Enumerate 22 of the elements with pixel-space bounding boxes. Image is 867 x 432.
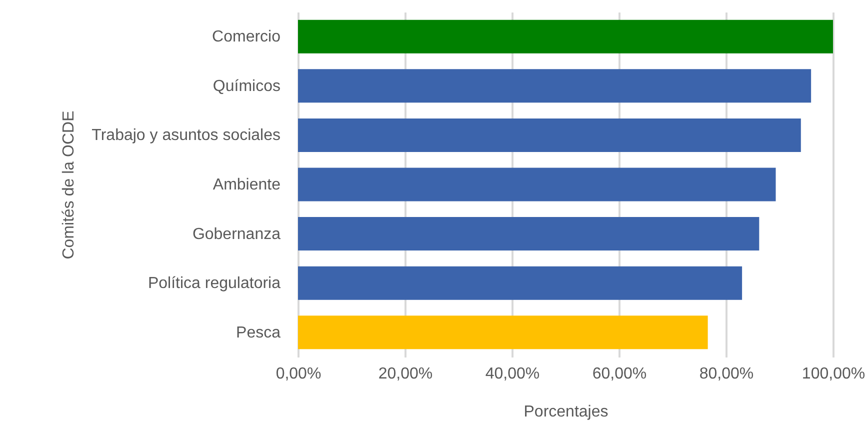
y-tick-label: Pesca xyxy=(236,324,281,342)
bar xyxy=(298,217,760,251)
bar xyxy=(298,316,708,350)
bar xyxy=(298,266,742,300)
x-axis-title: Porcentajes xyxy=(524,404,608,420)
bar xyxy=(298,69,812,103)
y-tick-label: Comercio xyxy=(212,28,281,46)
y-axis-title: Comités de la OCDE xyxy=(60,110,78,260)
x-tick-label: 40,00% xyxy=(485,366,540,382)
x-tick-label: 20,00% xyxy=(378,366,433,382)
bar xyxy=(298,168,776,202)
x-tick-label: 80,00% xyxy=(699,366,754,382)
bar xyxy=(298,118,801,152)
bar xyxy=(298,20,833,54)
y-tick-label: Ambiente xyxy=(212,176,281,194)
x-tick-label: 0,00% xyxy=(276,366,322,382)
y-tick-label: Trabajo y asuntos sociales xyxy=(92,127,280,144)
y-tick-label: Política regulatoria xyxy=(148,275,281,292)
y-tick-label: Gobernanza xyxy=(192,226,281,243)
y-tick-label: Químicos xyxy=(212,78,280,95)
x-tick-label: 100,00% xyxy=(802,366,866,382)
x-tick-label: 60,00% xyxy=(592,366,647,382)
